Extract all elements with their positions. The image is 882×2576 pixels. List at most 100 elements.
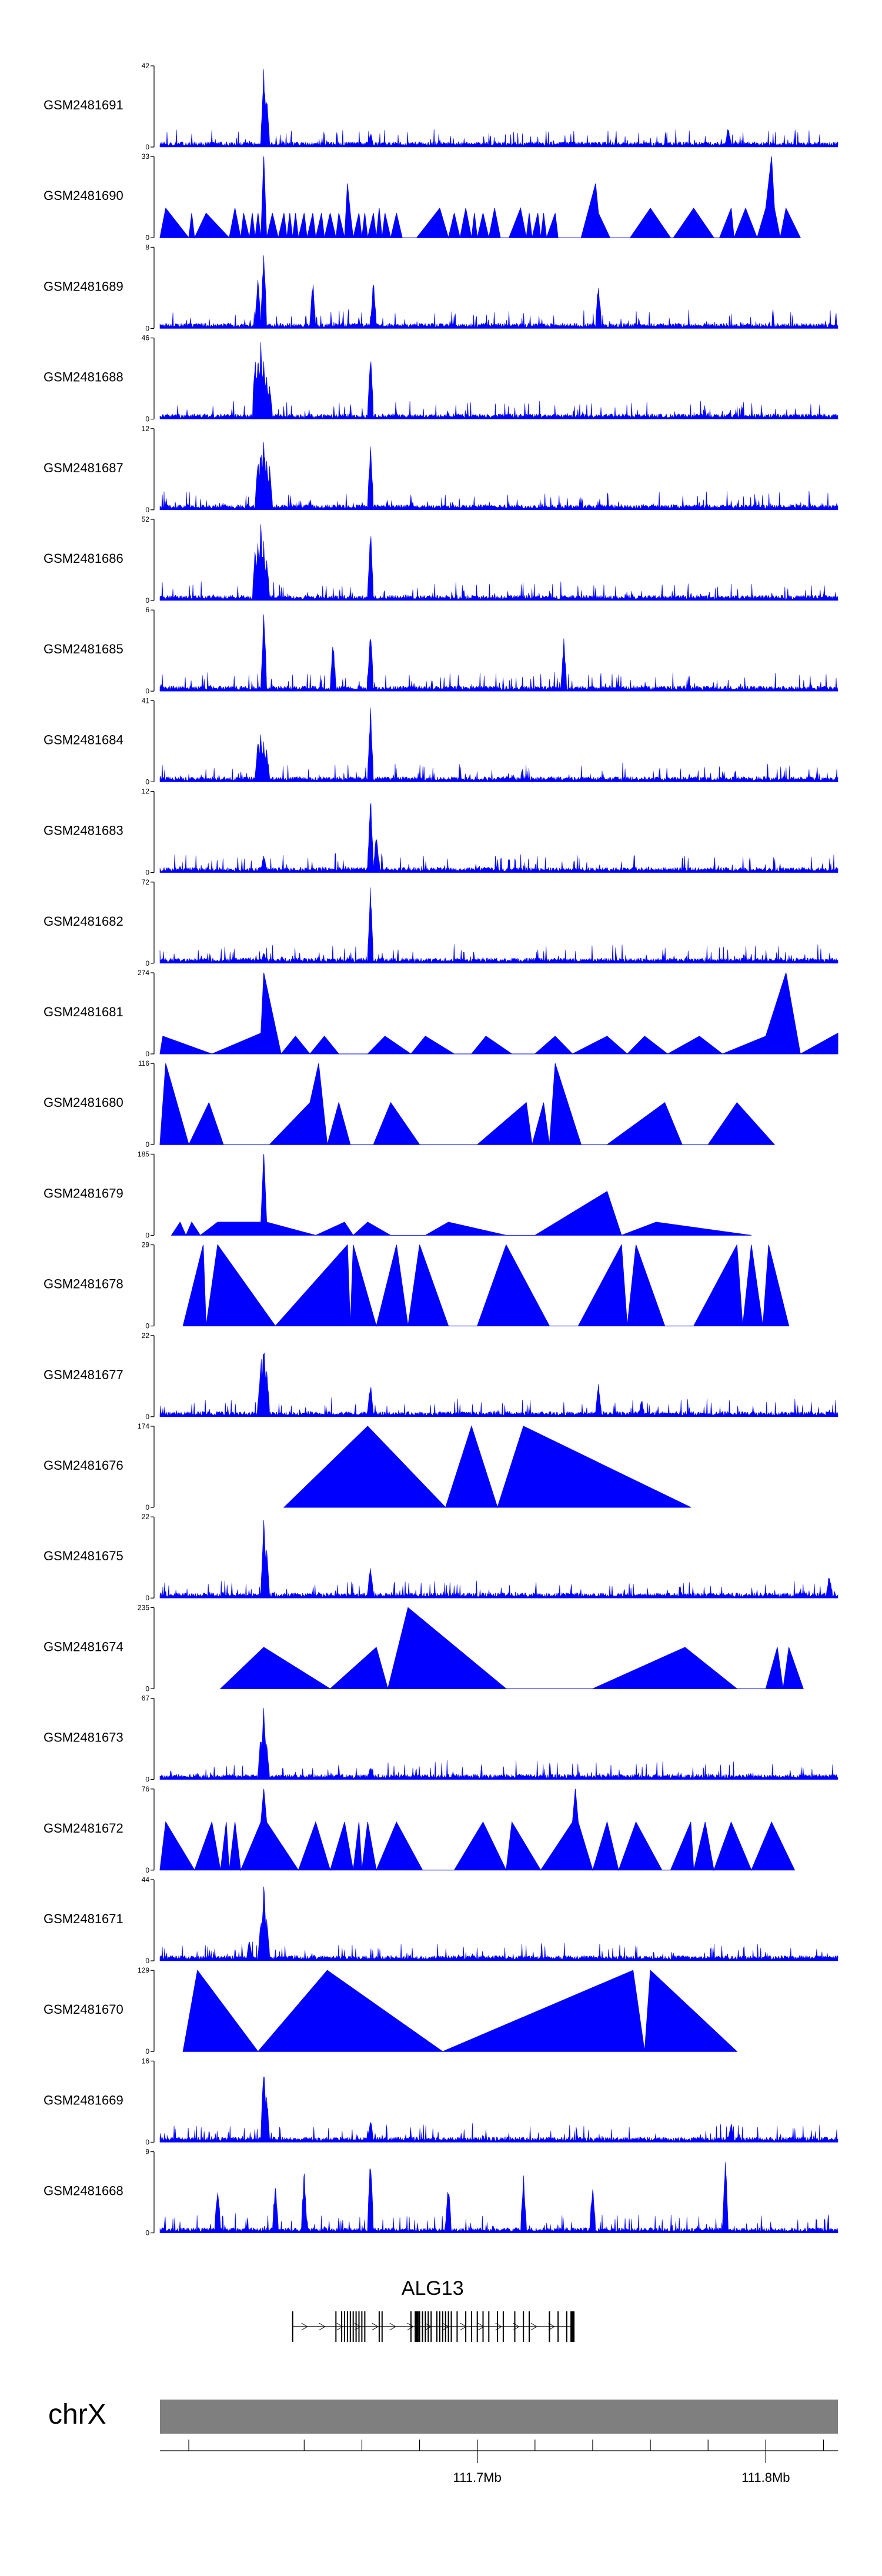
exon [476, 2311, 478, 2342]
y-tick-label-zero: 0 [145, 415, 149, 423]
track-GSM2481685: GSM2481685 6 0 [44, 606, 838, 695]
track-name-GSM2481668: GSM2481668 [44, 2184, 123, 2198]
exon [292, 2311, 293, 2342]
y-tick-label-max: 52 [142, 515, 150, 523]
y-tick-label-max: 12 [142, 788, 150, 796]
track-name-GSM2481686: GSM2481686 [44, 551, 123, 566]
exon [442, 2311, 443, 2342]
gene-track-alg13: ALG13 [292, 2277, 575, 2342]
exon [422, 2311, 423, 2342]
y-tick-label-max: 76 [142, 1785, 150, 1793]
exon [361, 2311, 363, 2342]
signal-area [159, 1788, 796, 1871]
y-tick-label-max: 274 [138, 969, 149, 977]
signal-area [159, 1886, 838, 1961]
track-name-GSM2481669: GSM2481669 [44, 2093, 123, 2107]
track-name-GSM2481677: GSM2481677 [44, 1367, 123, 1382]
y-tick-label-zero: 0 [145, 1866, 149, 1874]
track-GSM2481677: GSM2481677 22 0 [44, 1332, 838, 1421]
track-name-GSM2481678: GSM2481678 [44, 1277, 123, 1292]
y-tick-label-max: 22 [142, 1332, 150, 1340]
exon [470, 2311, 472, 2342]
track-GSM2481690: GSM2481690 33 0 [44, 152, 801, 242]
signal-area [159, 1520, 838, 1599]
chromosome-ideogram: chrX 111.7Mb 111.8Mb [48, 2399, 838, 2485]
signal-area [171, 1154, 751, 1236]
track-name-GSM2481672: GSM2481672 [44, 1821, 123, 1836]
track-GSM2481678: GSM2481678 29 0 [44, 1241, 790, 1330]
track-GSM2481673: GSM2481673 67 0 [44, 1694, 838, 1784]
track-GSM2481691: GSM2481691 42 0 [44, 62, 838, 151]
track-name-GSM2481683: GSM2481683 [44, 823, 123, 838]
strand-arrow [407, 2323, 414, 2331]
exon [514, 2311, 516, 2342]
y-tick-label-max: 116 [138, 1059, 149, 1067]
exon [445, 2311, 446, 2342]
track-GSM2481689: GSM2481689 8 0 [44, 243, 838, 332]
signal-area [182, 1243, 790, 1327]
signal-area [159, 524, 838, 601]
y-tick-label-max: 46 [142, 334, 150, 342]
track-name-GSM2481679: GSM2481679 [44, 1186, 123, 1200]
track-GSM2481680: GSM2481680 116 0 [44, 1059, 776, 1149]
exon [570, 2311, 575, 2342]
exon [349, 2311, 351, 2342]
y-tick-label-max: 185 [138, 1150, 149, 1158]
exon [488, 2311, 490, 2342]
y-tick-label-zero: 0 [145, 2047, 149, 2056]
strand-arrow [548, 2323, 555, 2331]
y-tick-label-zero: 0 [145, 1231, 149, 1239]
y-tick-label-zero: 0 [145, 1594, 149, 1602]
y-tick-label-max: 8 [145, 243, 149, 251]
exon [352, 2311, 354, 2342]
y-tick-label-max: 22 [142, 1513, 150, 1521]
exon [566, 2311, 567, 2342]
exon [439, 2311, 440, 2342]
track-name-GSM2481670: GSM2481670 [44, 2002, 123, 2017]
y-tick-label-zero: 0 [145, 1050, 149, 1058]
strand-arrow [336, 2323, 343, 2331]
strand-arrow [530, 2323, 537, 2331]
axis-position-label: 111.7Mb [453, 2470, 502, 2485]
y-tick-label-max: 33 [142, 152, 150, 161]
track-name-GSM2481680: GSM2481680 [44, 1095, 123, 1110]
exon [415, 2311, 419, 2342]
exon [346, 2311, 348, 2342]
exon [430, 2311, 432, 2342]
track-GSM2481687: GSM2481687 12 0 [44, 425, 838, 514]
track-name-GSM2481682: GSM2481682 [44, 914, 123, 929]
exon [358, 2311, 360, 2342]
y-tick-label-zero: 0 [145, 233, 149, 242]
y-tick-label-max: 16 [142, 2057, 150, 2065]
y-tick-label-zero: 0 [145, 1684, 149, 1693]
y-tick-label-zero: 0 [145, 1776, 149, 1784]
exon [335, 2311, 337, 2342]
track-GSM2481676: GSM2481676 174 0 [44, 1422, 691, 1511]
y-tick-label-zero: 0 [145, 687, 149, 695]
signal-area [159, 972, 838, 1055]
strand-arrow [389, 2323, 396, 2331]
y-tick-label-max: 174 [138, 1422, 149, 1430]
y-tick-label-zero: 0 [145, 506, 149, 514]
y-tick-label-max: 42 [142, 62, 150, 70]
exon [427, 2311, 429, 2342]
track-name-GSM2481687: GSM2481687 [44, 461, 123, 475]
track-name-GSM2481673: GSM2481673 [44, 1730, 123, 1745]
y-tick-label-zero: 0 [145, 869, 149, 877]
y-tick-label-zero: 0 [145, 959, 149, 967]
y-tick-label-zero: 0 [145, 2229, 149, 2237]
signal-area [159, 614, 838, 692]
y-tick-label-zero: 0 [145, 1322, 149, 1330]
y-tick-label-zero: 0 [145, 1957, 149, 1965]
signal-area [159, 442, 838, 510]
y-tick-label-max: 235 [138, 1603, 149, 1611]
y-tick-label-max: 67 [142, 1694, 150, 1703]
signal-area [159, 887, 838, 964]
axis-position-label: 111.8Mb [741, 2470, 790, 2485]
y-tick-label-max: 72 [142, 878, 150, 886]
gene-name-label: ALG13 [402, 2277, 464, 2300]
signal-area [159, 342, 838, 419]
track-GSM2481672: GSM2481672 76 0 [44, 1785, 796, 1874]
y-tick-label-zero: 0 [145, 324, 149, 332]
y-tick-label-max: 29 [142, 1241, 150, 1249]
